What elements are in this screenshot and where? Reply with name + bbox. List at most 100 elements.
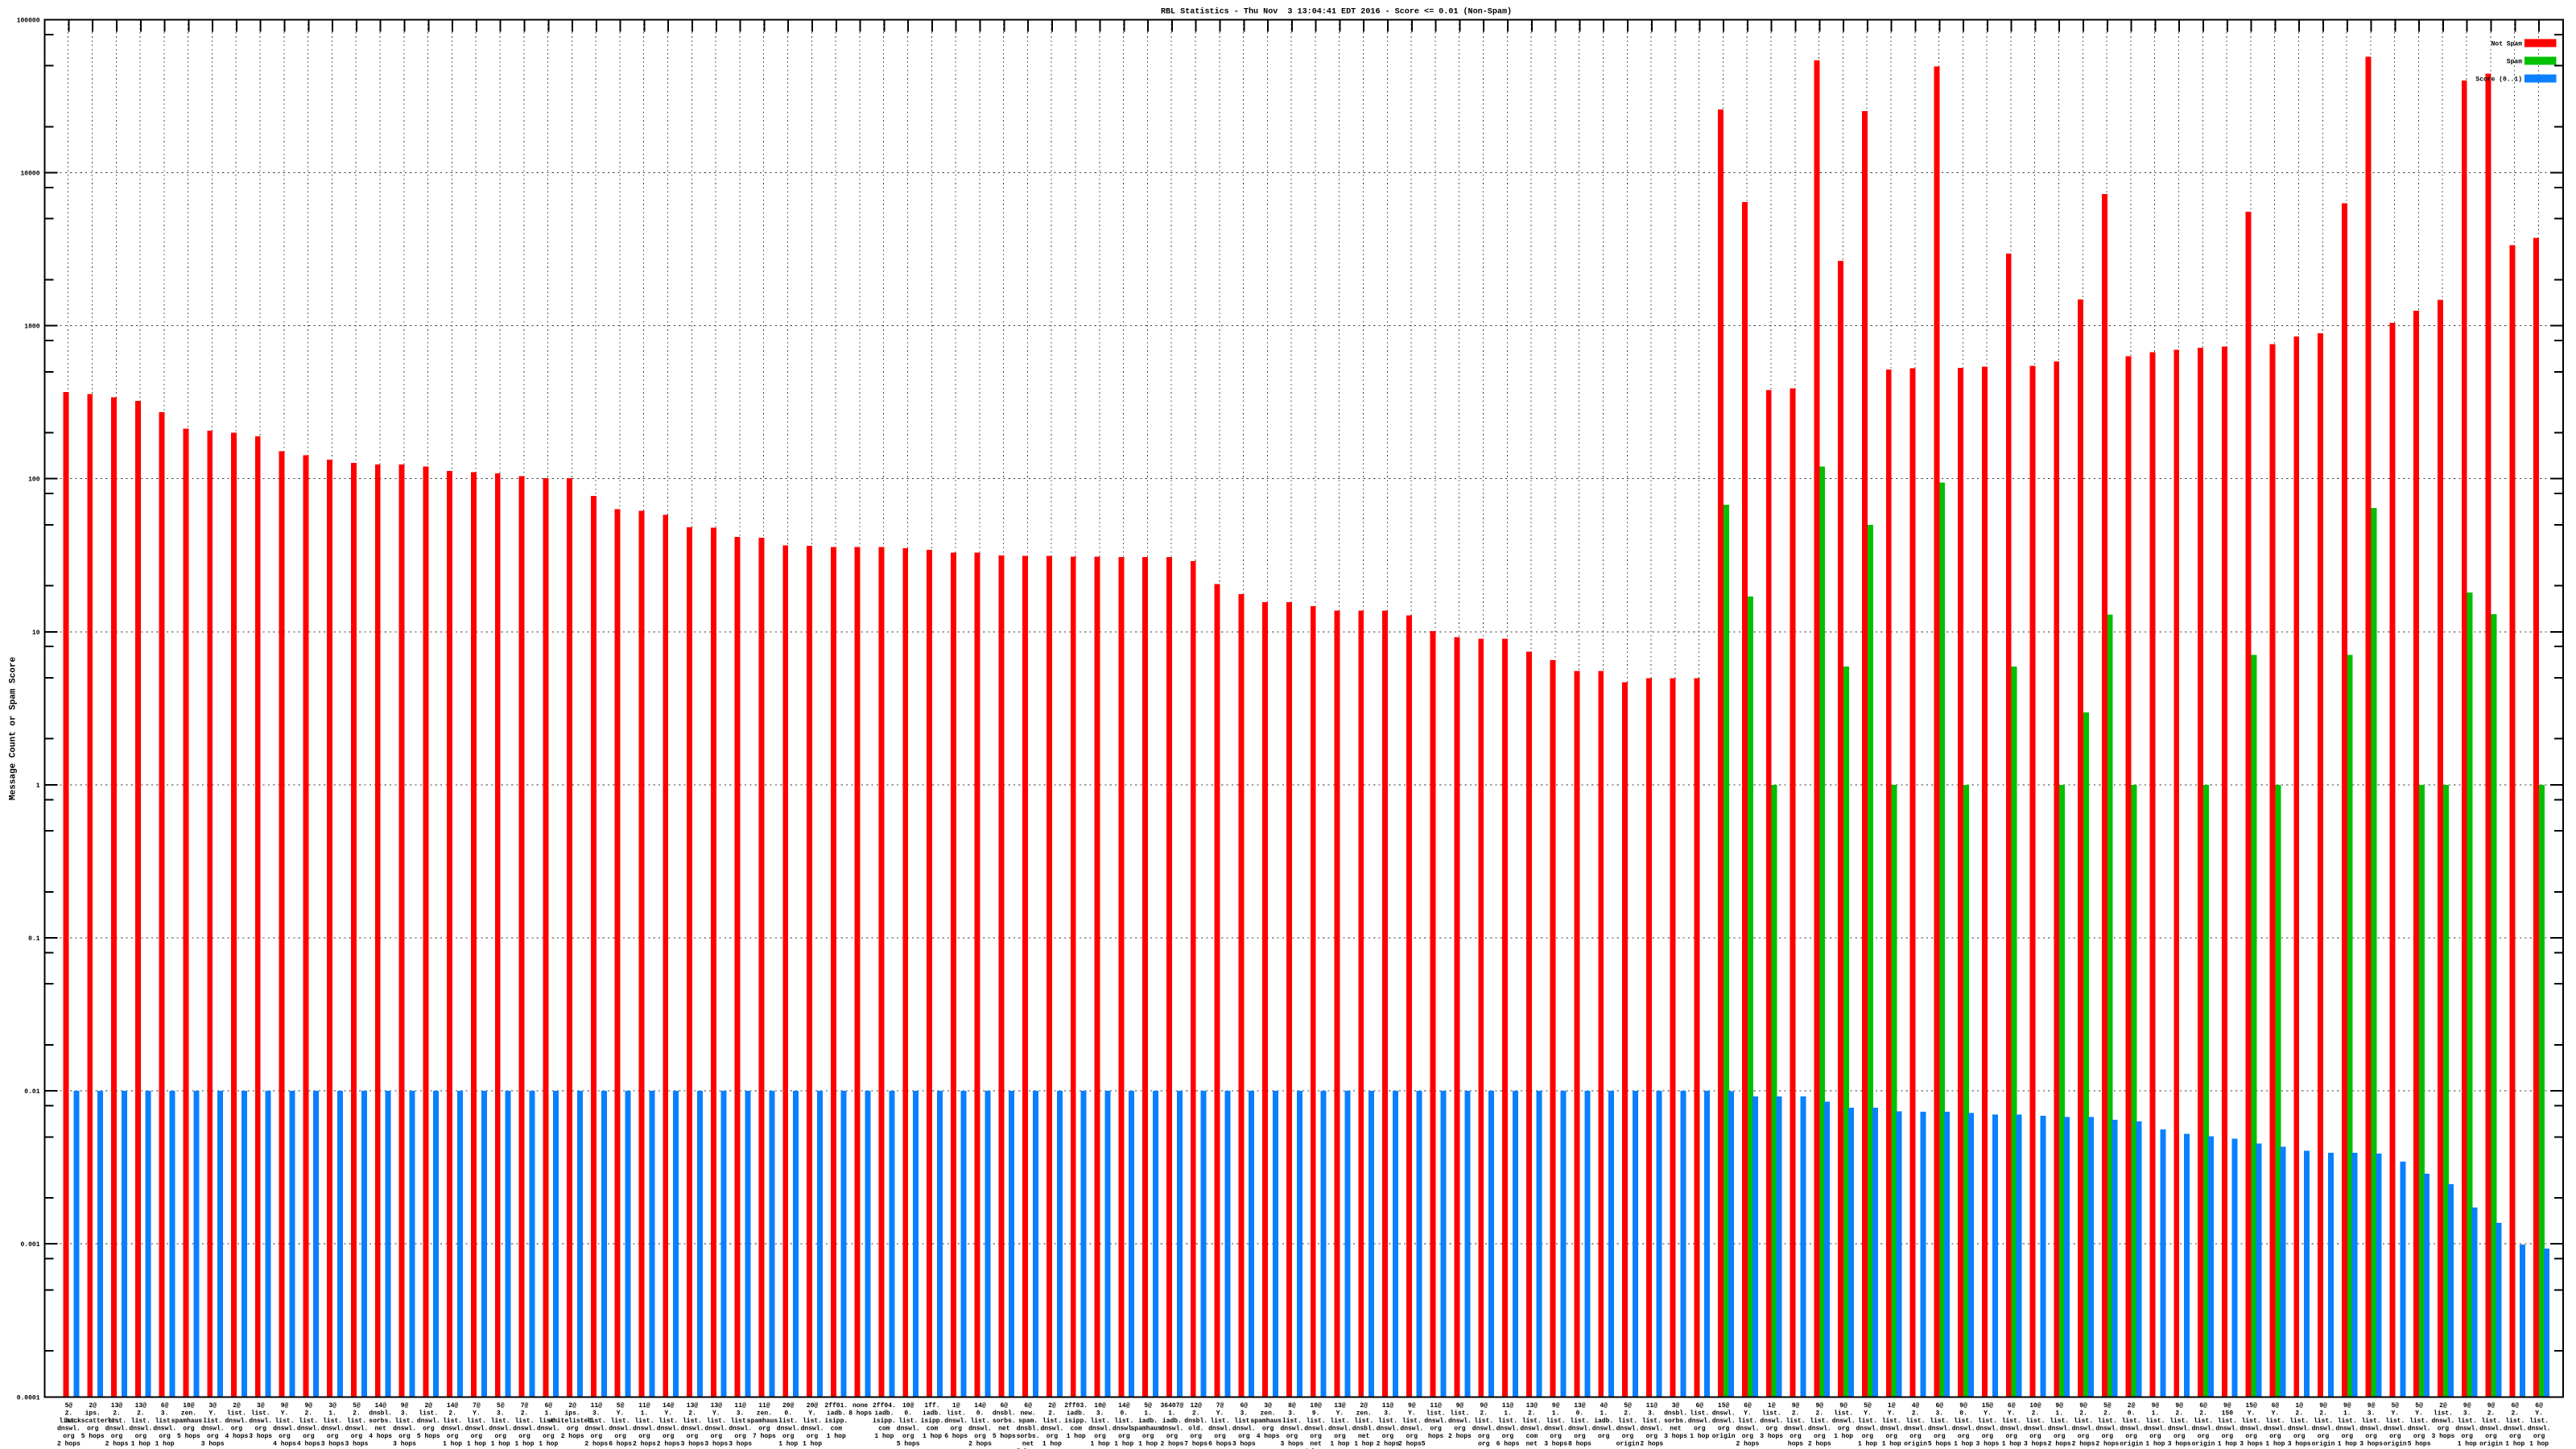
- svg-text:list.: list.: [1330, 1418, 1349, 1425]
- svg-text:dnswl.: dnswl.: [1496, 1426, 1520, 1433]
- svg-text:3.: 3.: [592, 1410, 601, 1418]
- svg-text:3 hops: 3 hops: [1544, 1441, 1567, 1448]
- svg-text:org: org: [974, 1433, 986, 1440]
- svg-text:dnsbl.: dnsbl.: [1184, 1418, 1208, 1425]
- svg-text:1 hop: 1 hop: [443, 1441, 462, 1448]
- svg-text:org: org: [1478, 1433, 1490, 1440]
- svg-text:1 hop: 1 hop: [1114, 1441, 1133, 1448]
- svg-text:2 hops: 2 hops: [584, 1441, 608, 1448]
- svg-text:org: org: [1646, 1433, 1658, 1440]
- svg-text:1 hop: 1 hop: [874, 1433, 894, 1440]
- svg-text:list.: list.: [1522, 1418, 1542, 1425]
- svg-text:5@: 5@: [617, 1402, 625, 1410]
- svg-text:dnswl.: dnswl.: [2528, 1426, 2551, 1433]
- svg-text:dnsbl.: dnsbl.: [1017, 1426, 1040, 1433]
- svg-text:org: org: [2342, 1433, 2354, 1440]
- svg-text:1 hop: 1 hop: [1954, 1441, 1973, 1448]
- svg-text:1 hop: 1 hop: [467, 1441, 486, 1448]
- svg-text:dnswl.: dnswl.: [2240, 1426, 2263, 1433]
- svg-text:list.: list.: [467, 1418, 486, 1425]
- svg-text:dnswl.: dnswl.: [2095, 1426, 2119, 1433]
- svg-text:org: org: [2533, 1433, 2545, 1440]
- svg-text:5@: 5@: [2391, 1402, 2399, 1410]
- svg-text:org: org: [1814, 1433, 1826, 1440]
- svg-text:11@: 11@: [591, 1402, 603, 1410]
- svg-text:2.: 2.: [65, 1410, 73, 1418]
- svg-text:2.: 2.: [521, 1410, 529, 1418]
- svg-text:dnswl.: dnswl.: [1232, 1426, 1256, 1433]
- svg-text:list.: list.: [1282, 1418, 1302, 1425]
- svg-text:2 hops: 2 hops: [2095, 1441, 2119, 1448]
- svg-text:org: org: [398, 1433, 411, 1440]
- svg-text:2.: 2.: [2079, 1410, 2087, 1418]
- svg-text:3 hops: 3 hops: [1760, 1433, 1783, 1440]
- svg-text:dnswl.: dnswl.: [1304, 1426, 1327, 1433]
- svg-text:list.: list.: [1762, 1410, 1781, 1418]
- svg-text:list.: list.: [2385, 1418, 2405, 1425]
- svg-text:iadb.: iadb.: [923, 1410, 942, 1418]
- svg-text:list.: list.: [1546, 1418, 1566, 1425]
- svg-text:13@: 13@: [135, 1402, 147, 1410]
- svg-text:3.: 3.: [1240, 1410, 1248, 1418]
- svg-text:100: 100: [28, 477, 40, 484]
- svg-text:org: org: [1958, 1433, 1970, 1440]
- svg-text:Y.: Y.: [2008, 1410, 2016, 1418]
- svg-text:13@: 13@: [687, 1402, 699, 1410]
- svg-text:net: net: [1526, 1441, 1538, 1448]
- svg-text:3 hops: 3 hops: [704, 1441, 728, 1448]
- svg-text:list.: list.: [2145, 1418, 2165, 1425]
- svg-text:org: org: [1166, 1433, 1179, 1440]
- svg-text:Message Count or Spam Score: Message Count or Spam Score: [9, 656, 19, 800]
- svg-text:10: 10: [32, 630, 40, 637]
- svg-text:13@: 13@: [111, 1402, 123, 1410]
- svg-text:6@: 6@: [1024, 1402, 1032, 1410]
- svg-text:11@: 11@: [1502, 1402, 1514, 1410]
- svg-text:10@: 10@: [183, 1402, 195, 1410]
- svg-text:org: org: [1694, 1426, 1706, 1433]
- svg-text:6 hops: 6 hops: [609, 1441, 632, 1448]
- svg-text:Y.: Y.: [1984, 1410, 1992, 1418]
- svg-text:13@: 13@: [1574, 1402, 1586, 1410]
- svg-text:1 hop: 1 hop: [155, 1441, 175, 1448]
- svg-text:9@: 9@: [1815, 1402, 1823, 1410]
- svg-text:Y.: Y.: [1864, 1410, 1872, 1418]
- svg-text:Y.: Y.: [617, 1410, 625, 1418]
- svg-text:1 hop: 1 hop: [803, 1441, 822, 1448]
- svg-text:org: org: [1718, 1426, 1730, 1433]
- svg-text:3 hops: 3 hops: [201, 1441, 225, 1448]
- svg-text:2 hops: 2 hops: [968, 1441, 992, 1448]
- svg-text:iadb.: iadb.: [1067, 1410, 1086, 1418]
- svg-text:dnswl.: dnswl.: [1760, 1418, 1783, 1425]
- svg-text:2.: 2.: [137, 1410, 145, 1418]
- svg-text:dnswl.: dnswl.: [2192, 1426, 2215, 1433]
- svg-text:3.: 3.: [161, 1410, 169, 1418]
- svg-text:dnswl.: dnswl.: [537, 1426, 560, 1433]
- svg-text:Y.: Y.: [1888, 1410, 1896, 1418]
- svg-text:list.: list.: [587, 1418, 606, 1425]
- svg-text:org: org: [1118, 1433, 1130, 1440]
- svg-text:3 hops: 3 hops: [1280, 1441, 1303, 1448]
- svg-text:list.: list.: [107, 1418, 126, 1425]
- svg-text:org: org: [1742, 1433, 1754, 1440]
- svg-text:org: org: [1094, 1433, 1106, 1440]
- svg-text:2.: 2.: [1792, 1410, 1800, 1418]
- svg-text:1@: 1@: [952, 1402, 960, 1410]
- svg-text:dnswl.: dnswl.: [1400, 1426, 1423, 1433]
- svg-text:org: org: [2293, 1433, 2306, 1440]
- svg-text:dnswl.: dnswl.: [1568, 1426, 1591, 1433]
- svg-text:net: net: [1670, 1426, 1682, 1433]
- svg-text:9@: 9@: [1959, 1402, 1967, 1410]
- svg-text:iadb.: iadb.: [1594, 1418, 1613, 1425]
- svg-text:spamhaus.: spamhaus.: [1250, 1418, 1285, 1425]
- svg-text:org: org: [87, 1426, 99, 1433]
- svg-text:dnswl.: dnswl.: [321, 1426, 345, 1433]
- svg-text:dnswl.: dnswl.: [1088, 1426, 1112, 1433]
- svg-text:isipp.: isipp.: [1064, 1418, 1088, 1425]
- svg-text:1.: 1.: [1552, 1410, 1560, 1418]
- svg-text:com: com: [1070, 1426, 1082, 1433]
- svg-text:list.: list.: [59, 1418, 78, 1425]
- svg-text:1 hop: 1 hop: [2505, 1441, 2524, 1448]
- svg-text:3 hops: 3 hops: [249, 1433, 272, 1440]
- svg-text:list.: list.: [970, 1418, 989, 1425]
- svg-text:list.: list.: [1882, 1418, 1901, 1425]
